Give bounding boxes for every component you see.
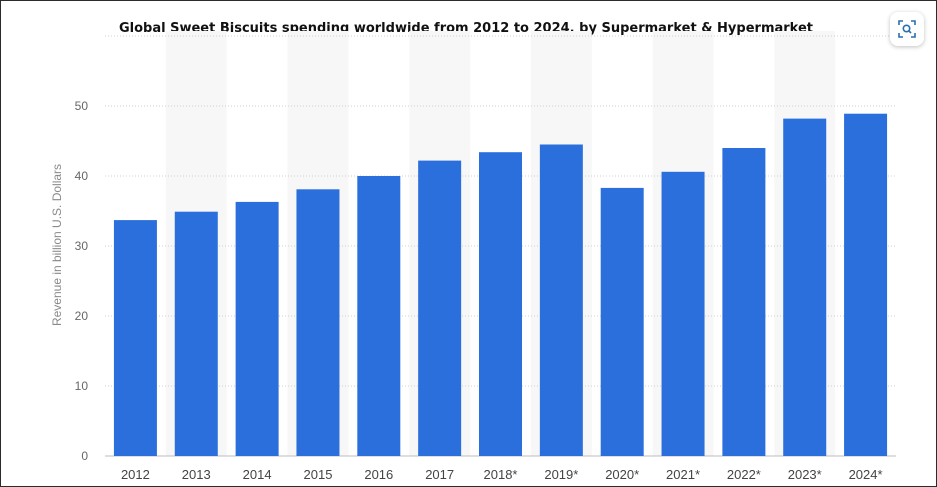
bars [113, 113, 888, 457]
bar-2014[interactable] [235, 201, 279, 456]
bar-2017[interactable] [418, 160, 462, 456]
y-tick-label: 40 [75, 169, 89, 183]
x-tick-label: 2014 [243, 467, 272, 482]
y-tick-label: 50 [75, 99, 89, 113]
bar-2024*[interactable] [844, 113, 888, 456]
x-tick-label: 2015 [304, 467, 333, 482]
bar-2020*[interactable] [600, 187, 644, 456]
x-tick-label: 2012 [121, 467, 150, 482]
x-tick-label: 2022* [727, 467, 761, 482]
x-tick-label: 2017 [425, 467, 454, 482]
bar-2013[interactable] [174, 211, 218, 456]
zoom-button[interactable] [890, 12, 924, 46]
y-tick-label: 20 [75, 309, 89, 323]
bar-2015[interactable] [296, 189, 340, 457]
zoom-scan-icon [898, 20, 916, 38]
bar-2012[interactable] [113, 220, 157, 456]
bar-2023*[interactable] [783, 118, 827, 456]
x-tick-label: 2024* [849, 467, 883, 482]
bar-2022*[interactable] [722, 148, 766, 456]
bar-2021*[interactable] [661, 171, 705, 457]
x-tick-label: 2016 [364, 467, 393, 482]
x-tick-label: 2020* [605, 467, 639, 482]
x-tick-label: 2021* [666, 467, 700, 482]
bar-2018*[interactable] [479, 152, 522, 456]
x-tick-label: 2019* [544, 467, 578, 482]
x-tick-label: 2018* [484, 467, 518, 482]
bar-2019*[interactable] [539, 144, 583, 457]
bar-2016[interactable] [357, 176, 401, 456]
y-tick-labels: 0 10 20 30 40 50 [75, 99, 89, 463]
x-tick-label: 2013 [182, 467, 211, 482]
y-tick-label: 0 [81, 449, 88, 463]
x-tick-labels: 2012 2013 2014 2015 2016 2017 2018* 2019* 2020* 2… [121, 467, 883, 482]
y-tick-label: 30 [75, 239, 89, 253]
x-tick-label: 2023* [788, 467, 822, 482]
y-tick-label: 10 [75, 379, 89, 393]
